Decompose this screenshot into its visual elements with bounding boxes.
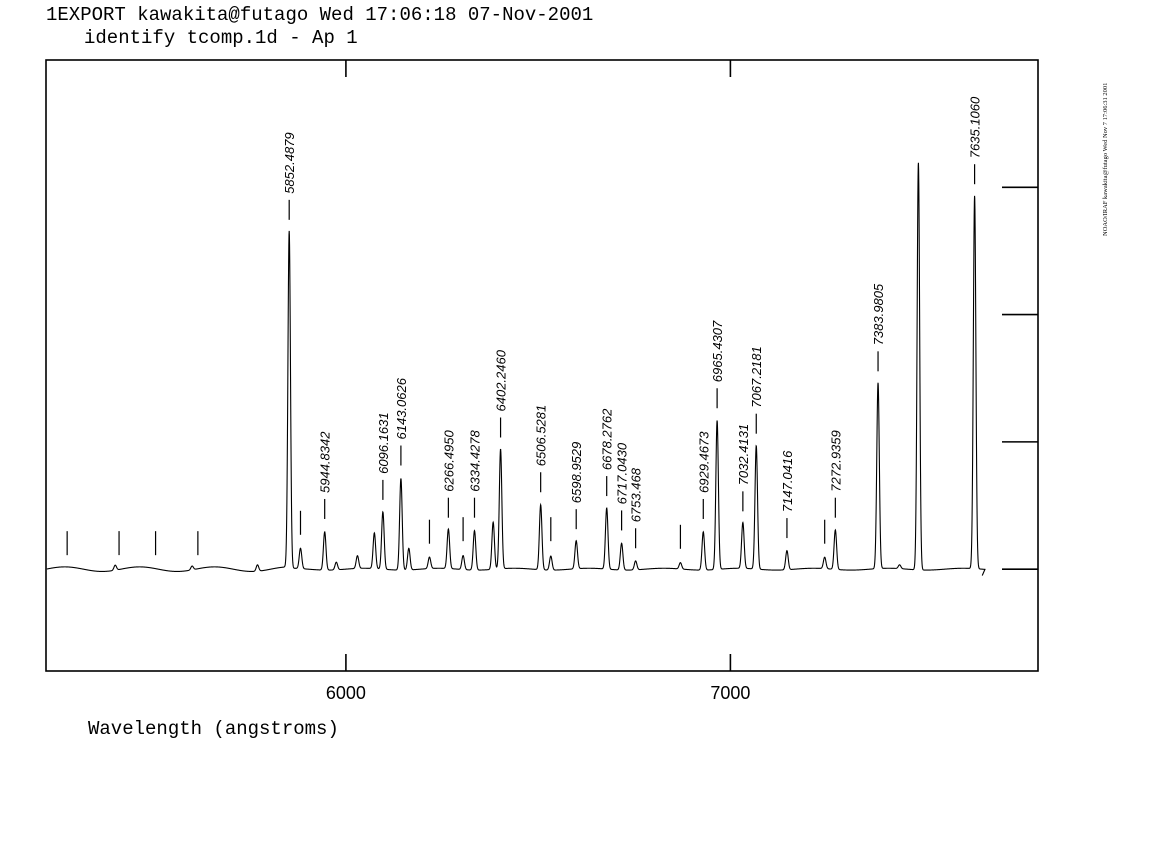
line-id-label: 7032.4131 [736,424,751,485]
line-id-label: 6965.4307 [710,320,725,382]
line-id-label: 6334.4278 [468,429,483,491]
line-id-label: 6266.4950 [441,429,456,491]
plot-frame [45,59,1039,672]
line-id-label: 6678.2762 [600,408,615,470]
line-id-label: 5852.4879 [282,132,297,193]
line-id-label: 6143.0626 [394,377,409,439]
x-tick-label-7000: 7000 [710,683,750,703]
line-id-label: 7635.1060 [968,96,983,158]
line-id-label: 7067.2181 [749,346,764,407]
line-id-label: 7272.9359 [828,430,843,491]
x-tick-label-6000: 6000 [326,683,366,703]
line-id-label: 7147.0416 [780,450,795,512]
line-id-label: 6753.468 [629,467,644,522]
line-id-label: 6506.5281 [534,405,549,466]
line-id-label: 6402.2460 [494,349,509,411]
line-id-label: 5944.8342 [318,431,333,493]
x-axis-label: Wavelength (angstroms) [88,718,339,740]
plot-header-line-1: 1EXPORT kawakita@futago Wed 17:06:18 07-… [46,4,594,26]
iraf-side-note-text: NOAO/IRAF kawakita@futago Wed Nov 7 17:0… [1102,82,1109,236]
line-id-label: 6929.4673 [696,431,711,493]
line-id-label: 7383.9805 [871,283,886,345]
line-id-label: 6598.9529 [569,442,584,503]
spectrum-line [46,162,986,576]
line-id-label: 6096.1631 [376,412,391,473]
plot-header-line-2: identify tcomp.1d - Ap 1 [84,27,358,49]
line-id-label: 6717.0430 [615,442,630,504]
